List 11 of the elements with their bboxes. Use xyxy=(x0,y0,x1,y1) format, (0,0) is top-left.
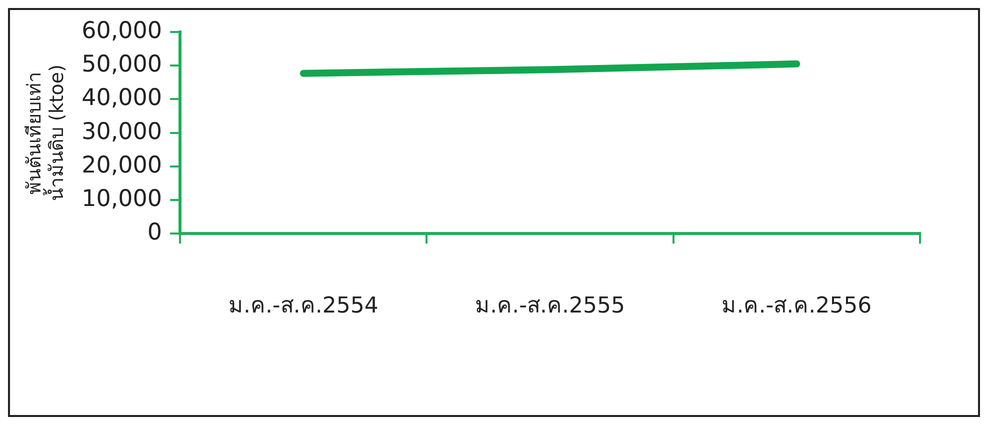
y-axis-title: พันตันเทียบเท่า น้ำมันดิบ (ktoe) xyxy=(23,64,68,202)
y-tick-label: 20,000 xyxy=(82,152,162,178)
x-tick-label: ม.ค.-ส.ค.2554 xyxy=(228,294,378,319)
y-tick-label: 60,000 xyxy=(82,18,162,44)
x-tick-label: ม.ค.-ส.ค.2555 xyxy=(475,294,625,319)
y-tick-label: 10,000 xyxy=(82,186,162,212)
y-tick-label: 0 xyxy=(147,220,162,246)
y-tick-label: 40,000 xyxy=(82,85,162,112)
y-tick-label: 50,000 xyxy=(82,52,162,78)
y-tick-label: 30,000 xyxy=(82,118,162,145)
x-tick-label: ม.ค.-ส.ค.2556 xyxy=(722,294,872,319)
